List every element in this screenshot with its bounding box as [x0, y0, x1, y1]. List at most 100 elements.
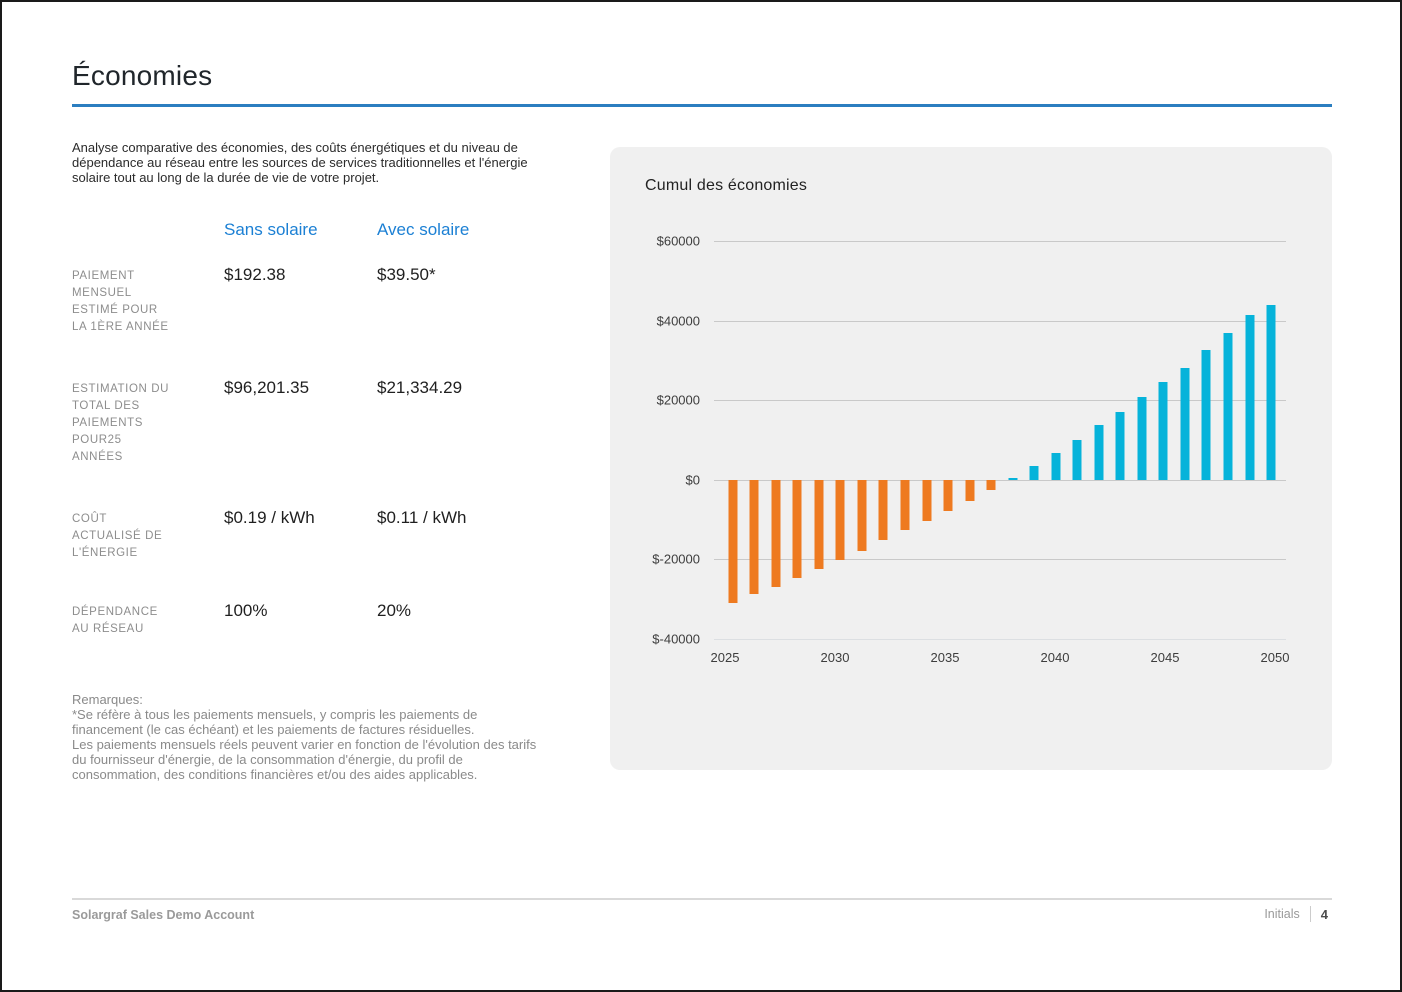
bar-slot — [765, 241, 787, 639]
comparison-rows: PAIEMENT MENSUEL ESTIMÉ POUR LA 1ÈRE ANN… — [72, 265, 572, 638]
bar-slot — [1067, 241, 1089, 639]
row-value-sans-solaire: $96,201.35 — [224, 378, 310, 397]
row-value-sans-solaire: $0.19 / kWh — [224, 508, 315, 527]
row-value-sans-solaire: 100% — [224, 601, 268, 620]
bar-slot — [830, 241, 852, 639]
y-tick-label: $60000 — [656, 233, 700, 249]
chart-bar — [922, 479, 932, 522]
y-tick-label: $0 — [685, 472, 700, 488]
bars-container — [722, 241, 1282, 639]
row-value-avec-solaire: 20% — [377, 601, 412, 620]
bar-slot — [1131, 241, 1153, 639]
x-tick-label: 2045 — [1150, 650, 1180, 665]
gridline — [714, 639, 1286, 640]
x-tick-label: 2040 — [1040, 650, 1070, 665]
chart-bar — [1266, 305, 1276, 480]
bar-slot — [937, 241, 959, 639]
chart-bar — [1245, 315, 1255, 480]
gridline — [714, 559, 1286, 561]
bar-slot — [873, 241, 895, 639]
footer-right-group: Initials 4 — [1264, 906, 1328, 922]
chart-bar — [1137, 396, 1147, 480]
chart-bar — [900, 479, 910, 531]
gridline — [714, 241, 1286, 242]
chart-title: Cumul des économies — [645, 177, 808, 194]
chart-bar — [814, 479, 824, 570]
footer-account-name: Solargraf Sales Demo Account — [72, 908, 255, 922]
chart-bar — [943, 479, 953, 512]
row-label: PAIEMENT MENSUEL ESTIMÉ POUR LA 1ÈRE ANN… — [72, 270, 169, 333]
row-value-avec-solaire: $0.11 / kWh — [377, 508, 467, 527]
chart-bar — [986, 479, 996, 490]
chart-bar — [965, 479, 975, 501]
bar-slot — [1217, 241, 1239, 639]
bar-slot — [722, 241, 744, 639]
chart-bar — [878, 479, 888, 540]
bar-slot — [894, 241, 916, 639]
chart-bar — [1072, 439, 1082, 480]
plot-area: $60000 $40000 $20000 $0 $-20000 $-40000 2025 20… — [652, 234, 1289, 666]
bar-slot — [1174, 241, 1196, 639]
notes-heading: Remarques: — [72, 692, 143, 707]
chart-bar — [1158, 381, 1168, 480]
column-header-sans-solaire: Sans solaire — [224, 220, 318, 239]
footer-page-number: 4 — [1320, 906, 1328, 922]
comparison-table-header: Sans solaire Avec solaire — [72, 220, 572, 240]
bar-slot — [1239, 241, 1261, 639]
table-row: PAIEMENT MENSUEL ESTIMÉ POUR LA 1ÈRE ANN… — [72, 265, 572, 336]
column-header-avec-solaire: Avec solaire — [377, 220, 470, 239]
bar-slot — [1088, 241, 1110, 639]
note-asterisk: *Se réfère à tous les paiements mensuels… — [72, 707, 478, 737]
chart-bar — [857, 479, 867, 551]
bar-slot — [1045, 241, 1067, 639]
row-label: DÉPENDANCE AU RÉSEAU — [72, 606, 158, 635]
chart-bar — [1223, 332, 1233, 480]
title-accent-rule — [72, 104, 1332, 107]
note-disclaimer: Les paiements mensuels réels peuvent var… — [72, 737, 537, 782]
bar-slot — [980, 241, 1002, 639]
row-label: COÛT ACTUALISÉ DE L'ÉNERGIE — [72, 513, 163, 559]
chart-bar — [771, 479, 781, 587]
page-title: Économies — [72, 60, 213, 91]
bar-slot — [787, 241, 809, 639]
chart-bar — [1201, 350, 1211, 480]
footer-initials-label: Initials — [1264, 907, 1300, 921]
chart-bar — [1115, 412, 1125, 480]
gridline — [714, 479, 1286, 481]
row-value-avec-solaire: $21,334.29 — [377, 378, 463, 397]
table-row: COÛT ACTUALISÉ DE L'ÉNERGIE $0.19 / kWh … — [72, 508, 572, 562]
bar-slot — [744, 241, 766, 639]
chart-bar — [792, 479, 802, 579]
bar-slot — [808, 241, 830, 639]
bar-slot — [851, 241, 873, 639]
table-row: DÉPENDANCE AU RÉSEAU 100% 20% — [72, 601, 572, 638]
savings-chart-panel: Cumul des économies $60000 $40000 $20000 $0… — [610, 147, 1332, 770]
intro-paragraph: Analyse comparative des économies, des c… — [72, 140, 528, 185]
footer-divider — [1309, 906, 1311, 922]
bar-slot — [1260, 241, 1282, 639]
row-value-avec-solaire: $39.50* — [377, 265, 436, 284]
x-tick-label: 2050 — [1260, 650, 1290, 665]
x-tick-label: 2030 — [820, 650, 850, 665]
y-tick-label: $40000 — [656, 313, 700, 329]
table-row: ESTIMATION DU TOTAL DES PAIEMENTS POUR25… — [72, 378, 572, 466]
bar-slot — [1002, 241, 1024, 639]
chart-bar — [1029, 466, 1039, 480]
bar-slot — [959, 241, 981, 639]
bar-slot — [1023, 241, 1045, 639]
gridline — [714, 400, 1286, 402]
row-value-sans-solaire: $192.38 — [224, 265, 286, 284]
notes-block: Remarques: *Se réfère à tous les paiemen… — [72, 692, 538, 782]
bar-slot — [1196, 241, 1218, 639]
x-tick-label: 2035 — [930, 650, 960, 665]
chart-bar — [835, 479, 845, 561]
chart-bar — [749, 479, 759, 595]
comparison-table: Sans solaire Avec solaire PAIEMENT MENSU… — [72, 220, 572, 638]
chart-bar — [1051, 452, 1061, 480]
y-tick-label: $20000 — [656, 392, 700, 408]
bar-slot — [1110, 241, 1132, 639]
bar-slot — [916, 241, 938, 639]
y-tick-label: $-40000 — [652, 631, 700, 647]
bar-slot — [1153, 241, 1175, 639]
